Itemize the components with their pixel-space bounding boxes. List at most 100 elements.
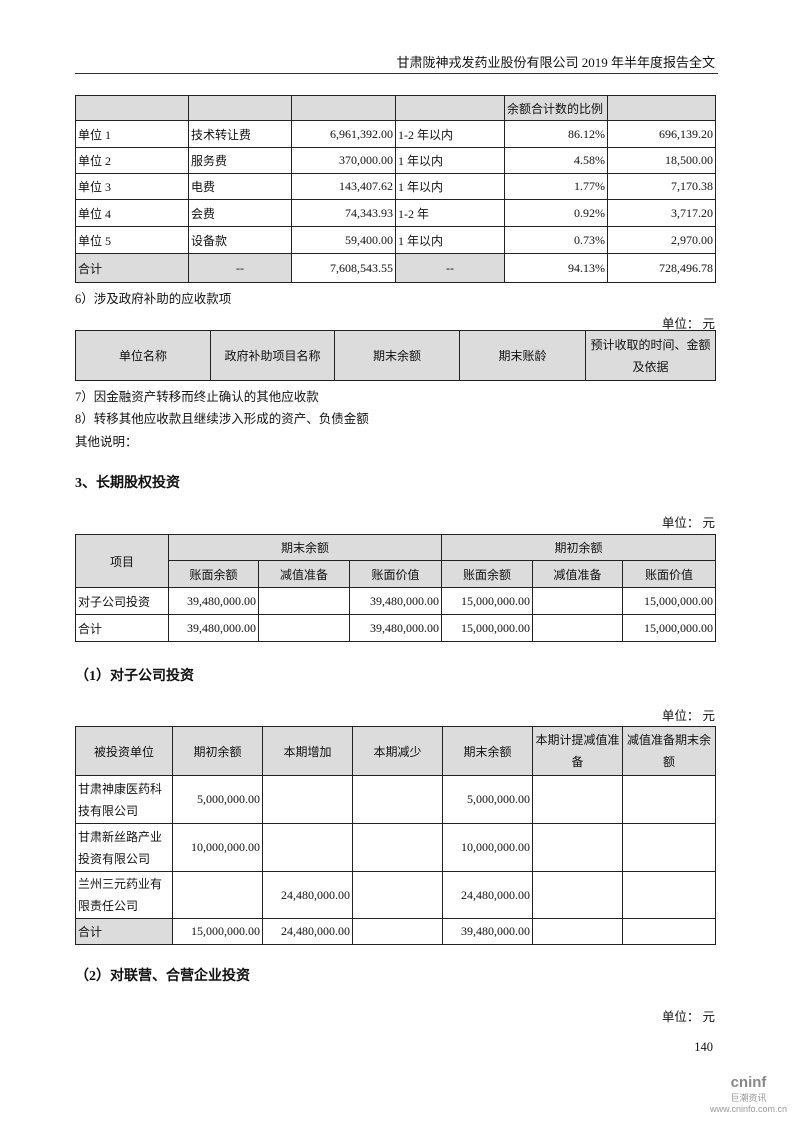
cell (172, 871, 263, 919)
cell: 1-2 年以内 (395, 120, 505, 148)
cell (622, 871, 716, 919)
cell: 服务费 (188, 147, 292, 174)
cell: 24,480,000.00 (262, 871, 353, 919)
cell: 1.77% (504, 173, 608, 200)
cell (622, 918, 716, 945)
cninfo-watermark-logo: cninf 巨潮资讯 www.cninfo.com.cn (710, 1074, 787, 1114)
subsidiary-investment-table: 被投资单位 期初余额 本期增加 本期减少 期末余额 本期计提减值准备 减值准备期… (75, 726, 716, 945)
cell: 15,000,000.00 (441, 587, 533, 615)
cell (258, 614, 350, 642)
table-row: 单位 5 设备款 59,400.00 1 年以内 0.73% 2,970.00 (75, 226, 716, 254)
header-cell: 减值准备 (532, 560, 623, 588)
cell (532, 775, 623, 824)
subsection-heading-subsidiary-investment: （1）对子公司投资 (75, 669, 194, 684)
cell: 10,000,000.00 (172, 823, 263, 872)
cell: 39,480,000.00 (168, 614, 259, 642)
cell: 1 年以内 (395, 173, 505, 200)
cell: 10,000,000.00 (442, 823, 533, 872)
subsection-heading-associate-investment: （2）对联营、合营企业投资 (75, 969, 250, 984)
section-7-label: 7）因金融资产转移而终止确认的其他应收款 (75, 390, 319, 404)
header-cell: 账面价值 (622, 560, 716, 588)
cell: 6,961,392.00 (291, 120, 396, 148)
cell: 5,000,000.00 (442, 775, 533, 824)
cell: 143,407.62 (291, 173, 396, 200)
cell: 18,500.00 (607, 147, 716, 174)
page-number: 140 (694, 1040, 713, 1054)
header-cell: 本期计提减值准备 (532, 726, 623, 776)
header-cell (188, 95, 292, 121)
cell: -- (188, 253, 292, 283)
header-cell: 减值准备 (258, 560, 350, 588)
cell: 合计 (75, 614, 169, 642)
cell: 15,000,000.00 (172, 918, 263, 945)
cell: 2,970.00 (607, 226, 716, 254)
cell: 1 年以内 (395, 147, 505, 174)
cell: 94.13% (504, 253, 608, 283)
header-cell: 预计收取的时间、金额及依据 (585, 330, 716, 381)
cell: 370,000.00 (291, 147, 396, 174)
cell (262, 775, 353, 824)
cell: 4.58% (504, 147, 608, 174)
header-cell (607, 95, 716, 121)
header-cell: 被投资单位 (75, 726, 173, 776)
header-cell: 期初余额 (441, 534, 716, 561)
table-row: 甘肃新丝路产业投资有限公司 10,000,000.00 10,000,000.00 (75, 823, 716, 872)
cell (258, 587, 350, 615)
header-cell (395, 95, 505, 121)
section-6-label: 6）涉及政府补助的应收款项 (75, 292, 232, 306)
unit-label: 单位： 元 (661, 516, 715, 530)
cell (262, 823, 353, 872)
unit-label: 单位： 元 (661, 709, 715, 723)
cell: 86.12% (504, 120, 608, 148)
cell: 单位 4 (75, 199, 189, 227)
table-row: 对子公司投资 39,480,000.00 39,480,000.00 15,000,0… (75, 587, 716, 615)
cell: -- (395, 253, 505, 283)
table-row: 单位 1 技术转让费 6,961,392.00 1-2 年以内 86.12% 696,13… (75, 120, 716, 148)
cninfo-brand: cninf (730, 1074, 767, 1091)
cell: 1-2 年 (395, 199, 505, 227)
cell: 7,170.38 (607, 173, 716, 200)
cell (532, 918, 623, 945)
section-heading-long-term-equity: 3、长期股权投资 (75, 476, 180, 491)
cell: 单位 3 (75, 173, 189, 200)
cell (622, 775, 716, 824)
cell: 合计 (75, 253, 189, 283)
header-cell: 期末账龄 (459, 330, 586, 381)
cell (532, 587, 623, 615)
total-row: 合计 39,480,000.00 39,480,000.00 15,000,000.0… (75, 614, 716, 642)
cell: 对子公司投资 (75, 587, 169, 615)
header-cell: 账面余额 (441, 560, 533, 588)
cninfo-cn: 巨潮资讯 (730, 1093, 767, 1103)
header-cell (75, 95, 189, 121)
cell: 39,480,000.00 (442, 918, 533, 945)
cell: 24,480,000.00 (442, 871, 533, 919)
cell: 3,717.20 (607, 199, 716, 227)
cell (352, 775, 443, 824)
cell: 0.92% (504, 199, 608, 227)
cell (532, 614, 623, 642)
cell: 单位 1 (75, 120, 189, 148)
cell: 15,000,000.00 (622, 614, 716, 642)
cell (352, 918, 443, 945)
unit-label: 单位： 元 (661, 1010, 715, 1024)
page-header-title: 甘肃陇神戎发药业股份有限公司 2019 年半年度报告全文 (396, 55, 715, 70)
cell: 59,400.00 (291, 226, 396, 254)
cninfo-url: www.cninfo.com.cn (709, 1104, 787, 1114)
header-cell (291, 95, 396, 121)
cell: 39,480,000.00 (349, 587, 442, 615)
cell (622, 823, 716, 872)
cell: 696,139.20 (607, 120, 716, 148)
cell: 甘肃神康医药科技有限公司 (75, 775, 173, 824)
header-cell: 减值准备期末余额 (622, 726, 716, 776)
cell (532, 823, 623, 872)
cell: 0.73% (504, 226, 608, 254)
header-cell: 项目 (75, 534, 169, 588)
table-row: 单位 2 服务费 370,000.00 1 年以内 4.58% 18,500.00 (75, 147, 716, 174)
cell: 15,000,000.00 (622, 587, 716, 615)
total-row: 合计 -- 7,608,543.55 -- 94.13% 728,496.78 (75, 253, 716, 283)
cell (352, 823, 443, 872)
total-row: 合计 15,000,000.00 24,480,000.00 39,480,000.0… (75, 918, 716, 945)
table-row: 兰州三元药业有限责任公司 24,480,000.00 24,480,000.00 (75, 871, 716, 919)
header-cell: 单位名称 (75, 330, 211, 381)
